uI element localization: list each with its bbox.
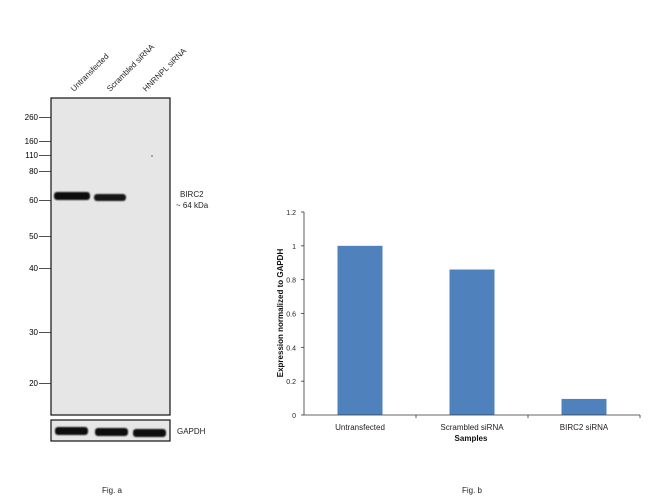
x-tick-label: Scrambled siRNA <box>440 423 504 432</box>
band-label-size: ~ 64 kDa <box>176 201 209 210</box>
mw-marker-label: 50 <box>29 232 38 241</box>
y-tick-label: 0.8 <box>286 278 296 285</box>
mw-marker-label: 110 <box>25 151 38 160</box>
mw-marker-label: 160 <box>25 137 39 146</box>
gapdh-bands <box>55 427 166 437</box>
y-tick-label: 1 <box>292 244 296 251</box>
mw-marker-label: 30 <box>29 328 38 337</box>
figure-label-a: Fig. a <box>102 486 123 495</box>
birc2-bands <box>54 192 126 201</box>
y-tick-label: 0 <box>292 413 296 420</box>
y-tick-label: 0.6 <box>286 312 296 319</box>
mw-marker-label: 80 <box>29 167 38 176</box>
bar <box>449 269 495 415</box>
mw-markers: 260 160 110 80 60 50 40 30 20 <box>25 113 51 388</box>
birc2-band-lane-2 <box>94 194 126 201</box>
y-tick-label: 0.2 <box>286 379 296 386</box>
gapdh-band-lane-2 <box>95 428 128 436</box>
mw-marker-label: 40 <box>29 264 38 273</box>
figure-label-b: Fig. b <box>462 486 483 495</box>
y-axis-title: Expression normalized to GAPDH <box>276 249 285 378</box>
gapdh-band-lane-1 <box>55 427 88 435</box>
band-label-protein: BIRC2 <box>180 190 204 199</box>
y-tick-label: 1.2 <box>286 210 296 217</box>
loading-control-label: GAPDH <box>177 427 206 436</box>
gapdh-band-lane-3 <box>133 429 166 437</box>
birc2-band-lane-1 <box>54 192 90 200</box>
x-axis-title: Samples <box>455 434 488 443</box>
y-tick-label: 0.4 <box>286 345 296 352</box>
mw-marker-label: 260 <box>25 113 39 122</box>
mw-marker-label: 20 <box>29 379 38 388</box>
bars <box>337 245 607 415</box>
x-tick-label: Untransfected <box>335 423 385 432</box>
bar <box>337 245 383 415</box>
bar <box>561 398 607 415</box>
x-axis: Untransfected Scrambled siRNA BIRC2 siRNA <box>304 414 641 432</box>
y-axis: 0 0.2 0.4 0.6 0.8 1 1.2 <box>286 210 305 420</box>
blot-membrane <box>50 97 171 416</box>
blot-speck <box>151 155 153 157</box>
mw-marker-label: 60 <box>29 196 38 205</box>
x-tick-label: BIRC2 siRNA <box>560 423 609 432</box>
